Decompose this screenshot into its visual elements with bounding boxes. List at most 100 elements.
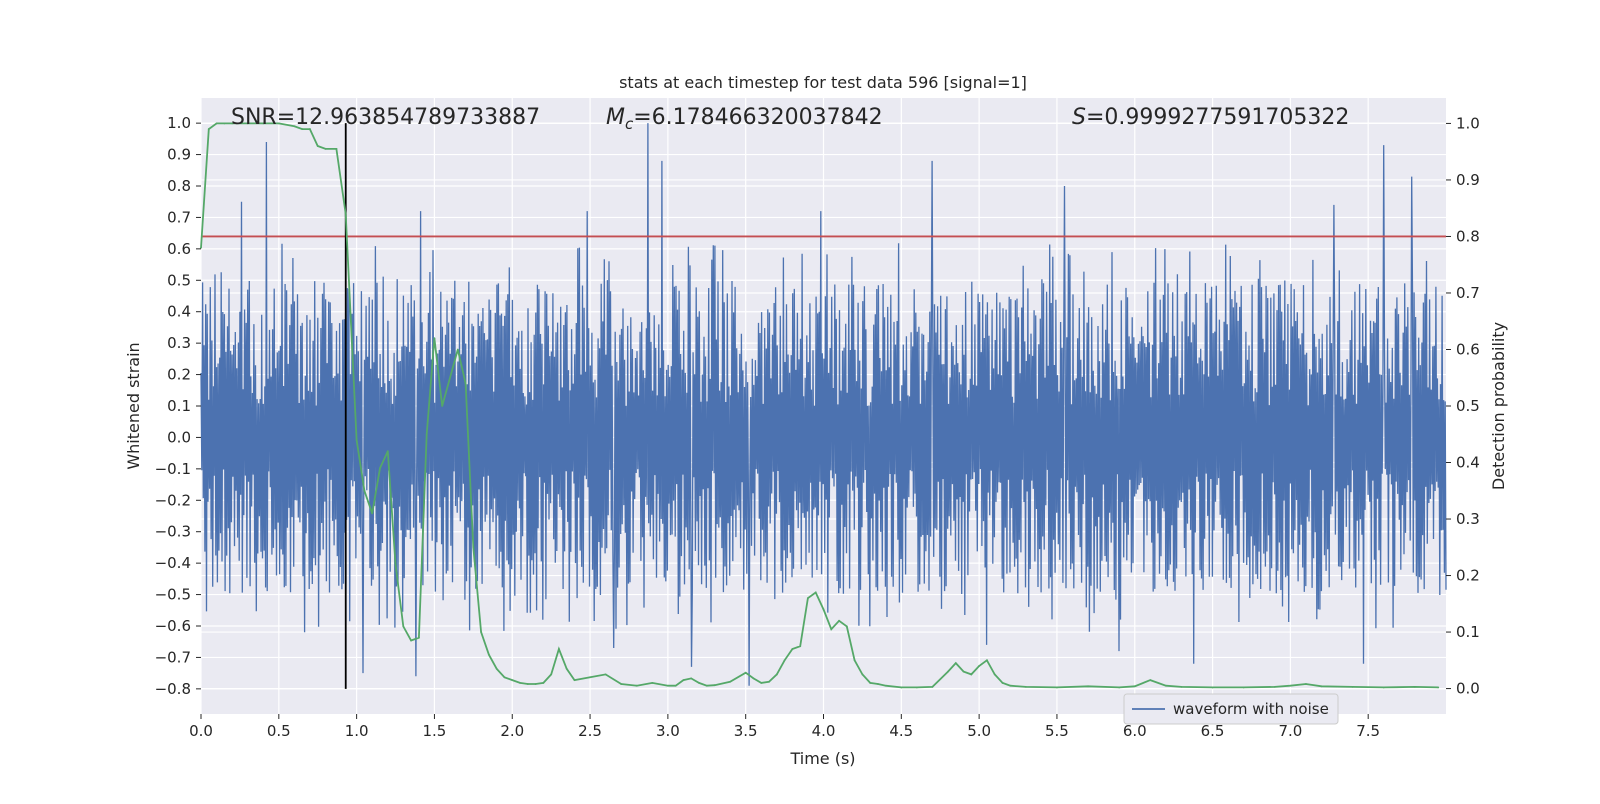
chart-title: stats at each timestep for test data 596… [619, 73, 1027, 92]
x-tick-label: 6.5 [1201, 722, 1225, 740]
probability-point [1413, 685, 1416, 688]
y-left-tick-label: 0.7 [167, 208, 191, 226]
score-symbol: S [1072, 105, 1086, 130]
probability-point [760, 682, 763, 684]
probability-point [335, 147, 338, 150]
probability-point [1001, 682, 1004, 684]
probability-point [884, 684, 887, 687]
probability-point [674, 684, 677, 687]
probability-point [379, 467, 381, 470]
x-tick-label: 0.0 [189, 722, 213, 740]
probability-point [301, 128, 304, 130]
probability-point [324, 147, 327, 150]
y-axis-left-label: Whitened strain [124, 342, 143, 469]
probability-point [729, 680, 732, 683]
probability-point [371, 512, 374, 515]
probability-point [993, 673, 996, 676]
probability-point [231, 122, 234, 125]
probability-point [1242, 686, 1245, 689]
probability-point [386, 450, 389, 453]
probability-point [1056, 686, 1058, 689]
y-right-tick-label: 0.1 [1456, 623, 1480, 641]
x-tick-label: 7.0 [1278, 722, 1302, 740]
score-value: =0.9999277591705322 [1086, 105, 1349, 130]
probability-point [488, 653, 490, 656]
legend: waveform with noise [1123, 693, 1339, 725]
y-left-tick-label: 0.6 [167, 240, 191, 258]
chirp-mass-symbol: M [606, 105, 625, 130]
probability-point [363, 489, 366, 492]
probability-point [425, 433, 428, 436]
probability-point [620, 683, 623, 685]
y-left-tick-label: −0.5 [155, 586, 191, 604]
snr-annotation: SNR=12.963854789733887 [231, 105, 540, 130]
probability-point [970, 673, 973, 676]
probability-point [814, 591, 817, 594]
probability-point [503, 676, 506, 679]
x-tick-label: 2.5 [578, 722, 602, 740]
y-right-tick-label: 0.8 [1456, 227, 1480, 245]
probability-point [394, 563, 397, 566]
probability-point [604, 673, 607, 676]
y-left-tick-label: −0.4 [155, 554, 191, 572]
probability-point [402, 625, 405, 628]
legend-label-waveform: waveform with noise [1173, 700, 1329, 718]
probability-point [1180, 685, 1183, 688]
y-left-tick-label: −0.6 [155, 617, 191, 635]
probability-point [1024, 685, 1027, 688]
y-right-tick-label: 0.2 [1456, 567, 1480, 585]
probability-point [565, 667, 568, 670]
probability-point [845, 625, 848, 628]
chirp-mass-value: =6.178466320037842 [633, 105, 882, 130]
probability-point [666, 684, 669, 687]
y-left-tick-label: −0.3 [155, 523, 191, 541]
probability-point [915, 686, 918, 689]
probability-point [1164, 684, 1167, 687]
chirp-mass-subscript: c [625, 115, 634, 133]
probability-point [986, 659, 988, 662]
x-tick-label: 0.5 [267, 722, 291, 740]
y-left-tick-label: 0.1 [167, 397, 191, 415]
waveform-with-noise-line [200, 123, 1447, 686]
probability-point [947, 670, 949, 673]
probability-point [246, 122, 249, 125]
probability-point [744, 671, 747, 674]
x-tick-label: 1.5 [423, 722, 447, 740]
y-right-tick-label: 0.9 [1456, 171, 1480, 189]
probability-point [417, 636, 420, 639]
probability-point [464, 382, 467, 385]
probability-point [1211, 686, 1214, 689]
probability-point [355, 439, 358, 441]
y-left-tick-label: 0.8 [167, 177, 191, 195]
detection-probability-points [200, 122, 1440, 689]
probability-point [207, 128, 210, 130]
x-tick-label: 3.5 [734, 722, 758, 740]
probability-point [519, 682, 521, 684]
probability-point [526, 683, 529, 685]
probability-point [900, 686, 903, 689]
probability-point [558, 648, 560, 650]
probability-point [534, 683, 537, 685]
probability-point [690, 677, 693, 680]
probability-point [807, 597, 809, 600]
y-left-tick-label: −0.2 [155, 491, 191, 509]
x-tick-label: 1.0 [345, 722, 369, 740]
probability-point [698, 682, 700, 684]
y-left-tick-label: −0.7 [155, 648, 191, 666]
probability-point [410, 639, 412, 642]
probability-point [1133, 685, 1136, 688]
x-tick-label: 3.0 [656, 722, 680, 740]
x-tick-label: 5.0 [967, 722, 991, 740]
y-axis-right-label: Detection probability [1489, 322, 1508, 490]
x-tick-label: 4.5 [889, 722, 913, 740]
x-tick-label: 5.5 [1045, 722, 1069, 740]
y-right-tick-label: 0.5 [1456, 397, 1480, 415]
probability-point [200, 246, 202, 249]
probability-point [822, 608, 825, 611]
probability-point [978, 665, 981, 667]
probability-point [783, 659, 786, 662]
probability-point [962, 670, 965, 673]
probability-point [791, 648, 794, 650]
probability-point [309, 128, 311, 130]
